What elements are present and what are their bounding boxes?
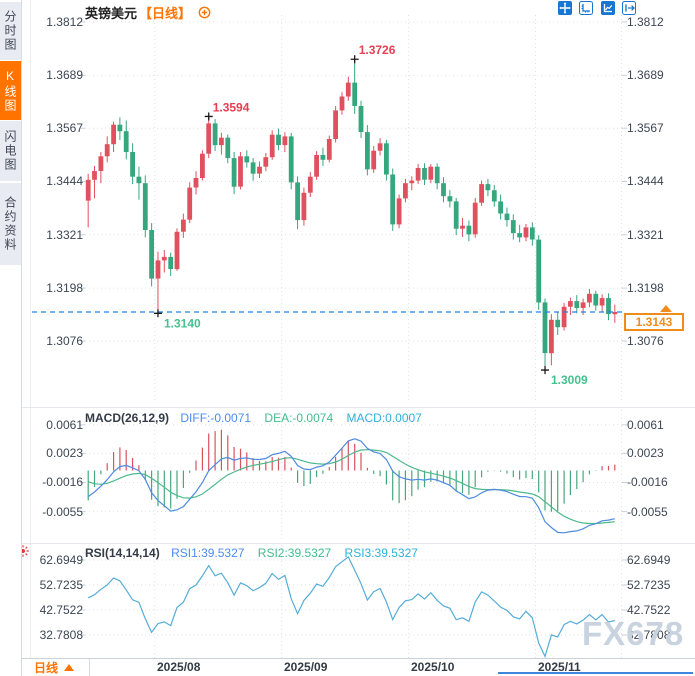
- macd-histogram: [87, 429, 616, 512]
- candles-layer: [85, 59, 618, 371]
- extreme-cross-marker: [153, 309, 162, 318]
- rsi-header: RSI(14,14,14) RSI1:39.5327 RSI2:39.5327 …: [85, 546, 418, 560]
- exit-chart-icon[interactable]: [622, 1, 637, 15]
- y-tick-label: -0.0016: [627, 475, 668, 490]
- panel-separator: [22, 543, 695, 544]
- macd-title: MACD(26,12,9): [85, 411, 170, 425]
- period-dropdown-label: 日线: [34, 661, 59, 675]
- axis-scale-icon[interactable]: [579, 1, 594, 15]
- sidebar: 分时图 K线图 闪电图 合约资料: [0, 0, 22, 676]
- triangle-up-icon: [64, 664, 75, 671]
- period-dropdown[interactable]: 日线: [22, 659, 90, 676]
- panel-separator: [22, 407, 695, 408]
- x-axis-line: [22, 658, 695, 659]
- extreme-cross-marker: [204, 112, 213, 121]
- chart-toolbar: [558, 1, 639, 19]
- rsi-title: RSI(14,14,14): [85, 546, 160, 560]
- current-price-tag: 1.3143: [624, 313, 684, 331]
- sidebar-item-timeshare[interactable]: 分时图: [0, 2, 21, 60]
- y-tick-label: 42.7522: [627, 603, 671, 617]
- y-tick-label: 62.6949: [627, 553, 671, 567]
- y-tick-label: 0.0061: [627, 417, 664, 432]
- y-tick-label: 1.3076: [627, 334, 664, 349]
- price-annotation: 1.3726: [359, 43, 396, 57]
- macd-dea-value: DEA:-0.0074: [264, 411, 334, 425]
- price-up-arrow-icon: [660, 305, 672, 312]
- y-tick-label: 1.3567: [627, 121, 664, 136]
- add-indicator-icon[interactable]: [198, 6, 211, 22]
- sidebar-item-lightning[interactable]: 闪电图: [0, 121, 21, 181]
- chart-title: 英镑美元 【日线】: [85, 3, 211, 22]
- x-axis-label: 2025/09: [284, 660, 328, 674]
- y-tick-label: 1.3444: [627, 174, 664, 189]
- x-axis-label: 2025/10: [411, 660, 455, 674]
- y-tick-label: -0.0055: [627, 504, 668, 519]
- sidebar-item-kline[interactable]: K线图: [0, 61, 21, 120]
- macd-diff-value: DIFF:-0.0071: [180, 411, 252, 425]
- rsi-line: [87, 555, 615, 658]
- y-tick-label: 32.7808: [627, 628, 671, 642]
- macd-header: MACD(26,12,9) DIFF:-0.0071 DEA:-0.0074 M…: [85, 411, 422, 425]
- y-tick-label: 52.7235: [627, 578, 671, 592]
- rsi2-value: RSI2:39.5327: [257, 546, 332, 560]
- period-tag: 【日线】: [139, 6, 192, 21]
- chart-left-border: [30, 0, 31, 658]
- y-tick-label: 0.0023: [627, 446, 664, 461]
- macd-panel[interactable]: [30, 410, 630, 540]
- price-annotation: 1.3009: [551, 373, 588, 387]
- y-tick-label: 1.3689: [627, 68, 664, 83]
- sidebar-item-contract-info[interactable]: 合约资料: [0, 183, 21, 265]
- line-chart-icon[interactable]: [600, 1, 615, 15]
- move-icon[interactable]: [558, 1, 572, 15]
- extreme-cross-marker: [350, 55, 359, 64]
- extreme-cross-marker: [541, 366, 550, 375]
- rsi-panel[interactable]: [30, 545, 630, 658]
- diff-line: [87, 438, 615, 534]
- symbol-name: 英镑美元: [85, 6, 138, 21]
- price-annotation: 1.3594: [213, 101, 250, 115]
- price-annotation: 1.3140: [164, 316, 201, 330]
- rsi1-value: RSI1:39.5327: [171, 546, 245, 560]
- horizontal-scrollbar[interactable]: [498, 672, 693, 674]
- main-chart-panel[interactable]: 1.3140 1.3594 1.3726 1.3009: [30, 15, 630, 400]
- x-axis-label: 2025/08: [157, 660, 201, 674]
- y-tick-label: 1.3198: [627, 281, 664, 296]
- y-tick-label: 1.3321: [627, 227, 664, 242]
- macd-macd-value: MACD:0.0007: [346, 411, 422, 425]
- rsi3-value: RSI3:39.5327: [344, 546, 418, 560]
- dea-line: [88, 449, 615, 525]
